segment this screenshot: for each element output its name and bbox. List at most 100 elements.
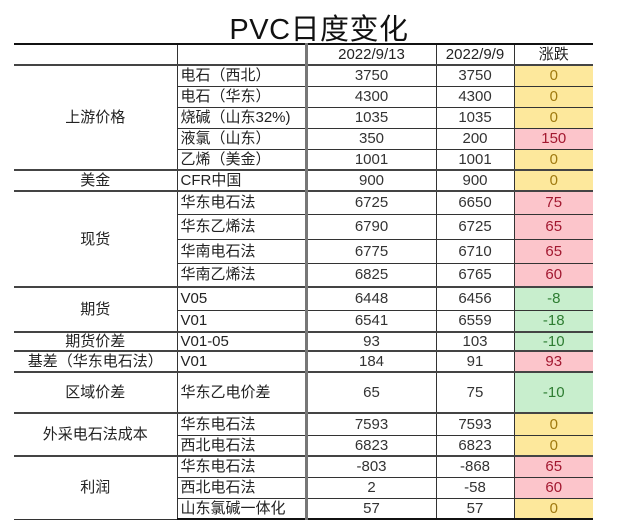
change-cell: 0 — [513, 412, 593, 436]
current-value-cell: 900 — [304, 169, 437, 192]
current-value-cell: 6725 — [304, 190, 437, 215]
table-row: 上游价格 电石（西北） 3750 3750 0 — [14, 64, 593, 171]
current-value-cell: 6823 — [304, 434, 437, 457]
pvc-daily-change-table: 2022/9/13 2022/9/9 涨跌 上游价格 电石（西北） 3750 3750… — [14, 43, 593, 520]
table-row: 区域价差 华东乙电价差 65 75 -10 — [14, 371, 593, 414]
item-cell: V01-05 — [176, 331, 307, 352]
current-value-cell: 1001 — [304, 148, 437, 171]
prev-value-cell: 57 — [435, 497, 515, 520]
change-cell: 0 — [513, 85, 593, 108]
prev-value-cell: 75 — [435, 371, 515, 414]
current-value-cell: 3750 — [304, 64, 437, 87]
change-cell: 0 — [513, 64, 593, 87]
current-value-cell: 7593 — [304, 412, 437, 436]
prev-value-cell: 6823 — [435, 434, 515, 457]
change-cell: -8 — [513, 286, 593, 311]
change-cell: 0 — [513, 148, 593, 171]
current-value-cell: -803 — [304, 455, 437, 478]
item-cell: V05 — [176, 286, 307, 311]
prev-value-cell: 6710 — [435, 238, 515, 264]
change-cell: 0 — [513, 434, 593, 457]
change-cell: -18 — [513, 309, 593, 333]
item-cell: 电石（西北） — [176, 64, 307, 87]
change-cell: 65 — [513, 238, 593, 264]
prev-value-cell: 6456 — [435, 286, 515, 311]
prev-value-cell: 6650 — [435, 190, 515, 215]
category-cell: 基差（华东电石法） — [14, 350, 178, 373]
table-row: 基差（华东电石法） V01 184 91 93 — [14, 350, 593, 373]
category-cell: 利润 — [14, 455, 178, 520]
item-cell: 华东电石法 — [176, 190, 307, 215]
current-value-cell: 1035 — [304, 106, 437, 129]
current-value-cell: 6775 — [304, 238, 437, 264]
header-date-current: 2022/9/13 — [304, 43, 437, 66]
current-value-cell: 65 — [304, 371, 437, 414]
change-cell: 60 — [513, 262, 593, 288]
prev-value-cell: 6765 — [435, 262, 515, 288]
current-value-cell: 6825 — [304, 262, 437, 288]
change-cell: -10 — [513, 331, 593, 352]
item-cell: 西北电石法 — [176, 434, 307, 457]
item-cell: 华东电石法 — [176, 455, 307, 478]
header-date-prev: 2022/9/9 — [435, 43, 515, 66]
change-cell: 0 — [513, 106, 593, 129]
prev-value-cell: 1001 — [435, 148, 515, 171]
table-row: 外采电石法成本 华东电石法 7593 7593 0 — [14, 412, 593, 457]
item-cell: 液氯（山东） — [176, 127, 307, 150]
table-row: 烧碱（山东32%) 1035 1035 0 — [14, 106, 593, 129]
current-value-cell: 4300 — [304, 85, 437, 108]
table-row: 电石（华东） 4300 4300 0 — [14, 85, 593, 108]
item-cell: 华南乙烯法 — [176, 262, 307, 288]
category-cell: 期货价差 — [14, 331, 178, 352]
table-row: 美金 CFR中国 900 900 0 — [14, 169, 593, 192]
item-cell: 华东乙电价差 — [176, 371, 307, 414]
prev-value-cell: 900 — [435, 169, 515, 192]
prev-value-cell: 3750 — [435, 64, 515, 87]
item-cell: 山东氯碱一体化 — [176, 497, 307, 520]
header-row: 2022/9/13 2022/9/9 涨跌 — [14, 43, 593, 66]
prev-value-cell: 200 — [435, 127, 515, 150]
prev-value-cell: -868 — [435, 455, 515, 478]
prev-value-cell: -58 — [435, 476, 515, 499]
change-cell: 75 — [513, 190, 593, 215]
header-change: 涨跌 — [513, 43, 593, 66]
item-cell: 华东乙烯法 — [176, 213, 307, 240]
table-row: 华南电石法 6775 6710 65 — [14, 238, 593, 264]
item-cell: V01 — [176, 350, 307, 373]
item-cell: 乙烯（美金） — [176, 148, 307, 171]
item-cell: 华南电石法 — [176, 238, 307, 264]
item-cell: V01 — [176, 309, 307, 333]
table-row: 液氯（山东） 350 200 150 — [14, 127, 593, 150]
prev-value-cell: 4300 — [435, 85, 515, 108]
change-cell: 150 — [513, 127, 593, 150]
current-value-cell: 57 — [304, 497, 437, 520]
current-value-cell: 350 — [304, 127, 437, 150]
current-value-cell: 6790 — [304, 213, 437, 240]
prev-value-cell: 6559 — [435, 309, 515, 333]
table-row: 利润 华东电石法 -803 -868 65 — [14, 455, 593, 520]
table-row: 山东氯碱一体化 57 57 0 — [14, 497, 593, 520]
category-cell: 上游价格 — [14, 64, 178, 171]
prev-value-cell: 103 — [435, 331, 515, 352]
change-cell: -10 — [513, 371, 593, 414]
category-cell: 现货 — [14, 190, 178, 288]
current-value-cell: 6448 — [304, 286, 437, 311]
change-cell: 65 — [513, 213, 593, 240]
category-cell: 区域价差 — [14, 371, 178, 414]
prev-value-cell: 6725 — [435, 213, 515, 240]
prev-value-cell: 91 — [435, 350, 515, 373]
current-value-cell: 2 — [304, 476, 437, 499]
change-cell: 93 — [513, 350, 593, 373]
item-cell: 电石（华东） — [176, 85, 307, 108]
table-row: 乙烯（美金） 1001 1001 0 — [14, 148, 593, 171]
change-cell: 65 — [513, 455, 593, 478]
category-cell: 期货 — [14, 286, 178, 333]
item-cell: 华东电石法 — [176, 412, 307, 436]
change-cell: 0 — [513, 169, 593, 192]
table-row: 西北电石法 2 -58 60 — [14, 476, 593, 499]
change-cell: 60 — [513, 476, 593, 499]
item-cell: 烧碱（山东32%) — [176, 106, 307, 129]
current-value-cell: 93 — [304, 331, 437, 352]
item-cell: CFR中国 — [176, 169, 307, 192]
header-item — [176, 43, 307, 66]
